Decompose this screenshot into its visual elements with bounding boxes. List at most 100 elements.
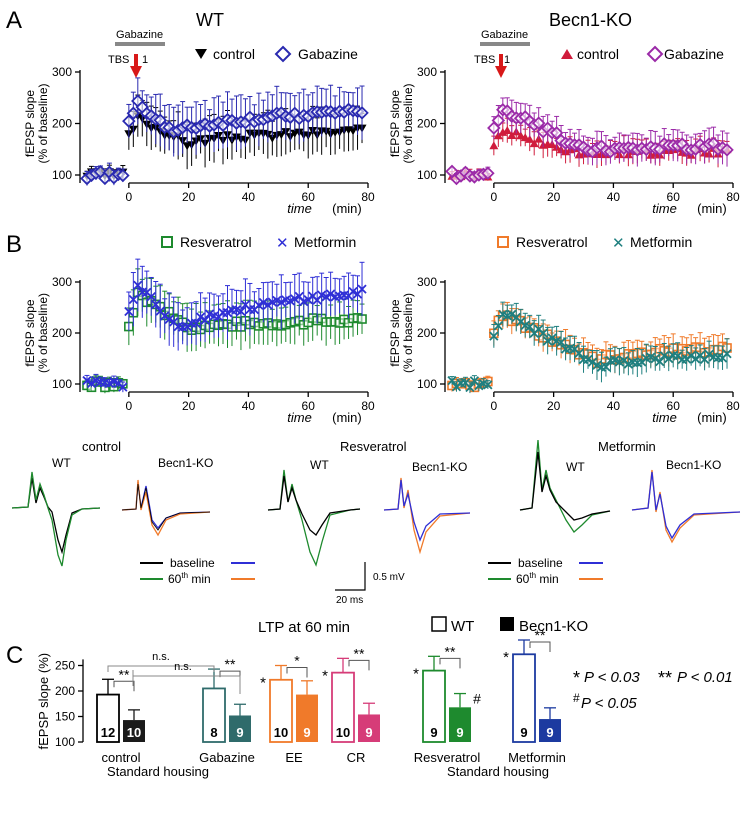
bar-n-label: 9 [456,725,463,740]
tbs-arrow-ko [495,54,507,78]
x-tick-label: 20 [547,399,561,413]
legend-a-ko: control Gabazine [561,45,724,63]
trace-legend-1-60-label: 60th min [168,571,211,586]
x-tick-label: 40 [242,190,256,204]
data-point [118,382,128,392]
trace-metf-wt-60 [519,439,611,533]
legend-c-wt-swatch [431,616,447,632]
x-tick-label: 0 [125,399,132,413]
category-label: Resveratrol [414,750,481,765]
y-tick-label: 200 [52,117,72,131]
legend-control-marker-ko [561,49,573,59]
legend-c-ko-label: Becn1-KO [519,618,588,635]
wt-star: * [413,665,419,682]
panel-label-a: A [6,7,22,34]
data-point [720,143,734,157]
data-point [659,351,669,361]
trace-control-ko-label: Becn1-KO [158,456,213,470]
sig-label: ** [225,656,236,672]
x-tick-label: 60 [667,399,681,413]
bar-n-label: 8 [210,725,217,740]
data-point [587,357,598,367]
data-point [122,114,136,128]
wt-star: * [503,649,509,666]
data-point [529,139,539,148]
bar-n-label: 9 [236,725,243,740]
data-point [655,356,665,367]
data-point [254,300,264,310]
trace-group-resveratrol: Resveratrol [340,439,407,454]
y-axis-label: fEPSP slope [388,299,402,366]
legend-c-wt-label: WT [451,618,474,635]
data-point [357,284,367,294]
legend-resveratrol-marker-wt [161,236,173,248]
data-point [348,127,358,136]
data-point [325,289,336,299]
sig-label: ** [535,627,546,643]
data-point [146,291,156,302]
data-point [128,294,138,305]
ns-bracket [132,670,241,694]
data-point [86,378,97,389]
trace-group-control: control [82,439,121,454]
data-point [507,309,517,320]
legend-metformin-marker-wt: ✕ [276,235,289,252]
x-axis-label-min: (min) [332,201,362,216]
scale-mv-label: 0.5 mV [373,572,405,583]
data-point [357,314,367,324]
y-axis-label-2: (% of baseline) [36,83,50,163]
sig-bracket [439,657,461,669]
bar-ko-metformin [539,719,561,742]
tbs-num-ko: 1 [504,54,510,66]
data-point [355,106,369,120]
data-point [276,131,286,140]
stats-p3: P < 0.05 [581,695,637,712]
x-tick-label: 40 [242,399,256,413]
data-point [290,294,300,304]
trace-metf-wt-baseline [519,451,611,521]
panel-label-b: B [6,231,22,258]
x-tick-label: 80 [361,399,375,413]
x-axis-label-min: (min) [697,410,727,425]
data-point [164,314,174,324]
y-tick-label: 300 [417,275,437,289]
trace-section: control Resveratrol Metformin WT Becn1-K… [11,439,741,606]
sig-label: * [294,653,300,669]
sig-label: ** [354,645,365,661]
x-axis-label-time: time [287,410,312,425]
legend-a-wt: control Gabazine [195,45,358,63]
panel-a-wt-title: WT [196,10,224,30]
x-tick-label: 0 [490,190,497,204]
bar-n-label: 9 [365,725,372,740]
data-point [525,322,535,332]
data-point [704,349,714,360]
plot-b-ko: 100 200 300 0 20 40 60 80 time (min) fEPSP slope (%… [388,275,740,425]
plot-b-wt: 100 200 300 0 20 40 60 80 time (min) fEPSP slope (%… [23,258,375,425]
legend-b-wt: Resveratrol ✕ Metformin [161,234,356,252]
wt-star: * [322,667,328,684]
trace-metf-ko-baseline [631,471,741,540]
data-point [116,168,130,183]
y-tick-label: 250 [55,659,75,673]
y-axis-label-2: (% of baseline) [401,83,415,163]
stats-hash: # [573,691,580,705]
x-tick-label: 0 [490,399,497,413]
y-tick-label: 100 [52,377,72,391]
category-label: CR [347,750,366,765]
chart-c-title: LTP at 60 min [258,619,350,636]
stats-p2: P < 0.01 [677,669,733,686]
tbs-label-ko: TBS [474,54,495,66]
legend-metformin-label-wt: Metformin [294,234,356,250]
data-point [222,307,233,318]
trace-control-wt-label: WT [52,456,71,470]
wt-star: * [260,675,266,692]
x-tick-label: 20 [547,190,561,204]
data-point [200,315,210,325]
legend-metformin-marker-ko: ✕ [612,235,625,252]
x-tick-label: 80 [726,190,740,204]
group-label: Standard housing [447,764,549,779]
y-tick-label: 300 [52,275,72,289]
data-point [531,116,546,130]
x-axis-label-time: time [652,410,677,425]
